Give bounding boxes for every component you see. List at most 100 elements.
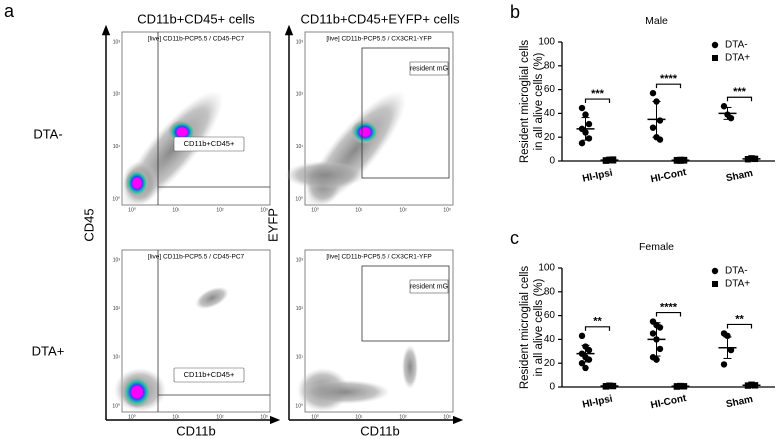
y-tick-label: 60	[544, 310, 556, 321]
point	[649, 89, 657, 97]
point	[649, 124, 657, 131]
point	[578, 139, 586, 147]
y-tick-label: 10⁰	[295, 196, 303, 202]
column-title: CD11b+CD45+ cells	[137, 11, 255, 26]
point	[656, 345, 664, 353]
plot-header: [live] CD11b-PCP5.5 / CD45-PC7	[148, 254, 245, 261]
gate-label-box	[409, 61, 449, 76]
y-tick-label: 20	[544, 358, 556, 369]
gate-label-box	[173, 367, 245, 383]
flow-plot: [live] CD11b-PCP5.5 / CD45-PC7 10⁰ 10⁰ 10¹ 1…	[112, 249, 271, 420]
y-tick-label: 10³	[113, 39, 121, 45]
y-tick-label: 10¹	[296, 355, 304, 361]
x-tick-label: 10⁰	[311, 207, 319, 213]
point	[656, 324, 664, 331]
significance-stars: ****	[660, 73, 678, 85]
significance-bracket	[584, 98, 611, 104]
y-axis-label: Resident microglial cells	[519, 266, 531, 390]
y-tick-label: 60	[544, 84, 556, 95]
point	[720, 361, 728, 368]
chart-title: Female	[639, 241, 674, 253]
x-tick-label: 10³	[443, 414, 451, 420]
significance-bracket	[726, 96, 753, 102]
axis-label: CD45	[81, 208, 96, 241]
x-tick-label: 10²	[216, 414, 224, 420]
y-tick-label: 0	[549, 382, 555, 393]
y-tick-label: 20	[544, 132, 556, 143]
axis-label: EYFP	[265, 208, 280, 242]
gate	[361, 47, 450, 179]
y-tick-label: 100	[538, 37, 555, 48]
y-tick-label: 80	[544, 60, 556, 71]
point	[656, 136, 664, 143]
y-tick-label: 10¹	[113, 144, 121, 150]
x-tick-label: 10²	[216, 207, 224, 213]
flow-plot: [live] CD11b-PCP5.5 / CX3CR1-YFP 10⁰ 10⁰ 10…	[285, 31, 454, 213]
legend-marker	[712, 55, 718, 61]
flow-plot: [live] CD11b-PCP5.5 / CX3CR1-YFP 10⁰ 10⁰ 10…	[295, 249, 454, 420]
y-tick-label: 10²	[296, 306, 304, 312]
x-tick-label: 10¹	[172, 207, 180, 213]
point	[653, 356, 660, 363]
point	[720, 103, 728, 110]
density	[402, 345, 418, 389]
density	[285, 161, 365, 189]
column-title: CD11b+CD45+EYFP+ cells	[300, 11, 460, 26]
legend-label: DTA-	[725, 266, 748, 277]
gate-label: resident mG	[410, 283, 448, 290]
significance-bracket	[655, 83, 682, 89]
legend-marker	[712, 281, 718, 287]
x-tick-label: Sham	[725, 394, 754, 410]
plot-header: [live] CD11b-PCP5.5 / CX3CR1-YFP	[326, 254, 431, 261]
point	[656, 117, 664, 124]
gate	[361, 265, 450, 342]
legend-marker	[711, 41, 719, 49]
chart-title: Male	[645, 15, 668, 27]
x-tick-label: 10⁰	[311, 414, 319, 420]
y-tick-label: 40	[544, 334, 556, 345]
x-tick-label: 10¹	[355, 414, 363, 420]
y-tick-label: 80	[544, 286, 556, 297]
x-tick-label: 10³	[260, 207, 268, 213]
panel-label: c	[510, 228, 519, 248]
x-tick-label: 10⁰	[128, 414, 136, 420]
y-axis-label: in all alive cells (%)	[533, 278, 545, 376]
x-tick-label: 10²	[399, 414, 407, 420]
y-tick-label: 10¹	[296, 144, 304, 150]
point	[649, 330, 657, 337]
y-tick-label: 40	[544, 108, 556, 119]
point	[578, 332, 586, 340]
legend-label: DTA+	[725, 279, 750, 290]
y-tick-label: 10⁰	[295, 403, 303, 409]
point	[585, 346, 593, 354]
x-tick-label: 10⁰	[128, 207, 136, 213]
legend-label: DTA-	[725, 40, 748, 51]
significance-stars: ****	[660, 301, 678, 313]
x-tick-label: 10¹	[355, 207, 363, 213]
axis-label: CD11b	[176, 423, 216, 438]
x-tick-label: 10³	[443, 207, 451, 213]
y-tick-label: 0	[549, 156, 555, 167]
y-tick-label: 10⁰	[112, 196, 120, 202]
gate-label: resident mG	[410, 65, 448, 72]
significance-bracket	[726, 323, 753, 329]
y-tick-label: 10²	[113, 306, 121, 312]
density	[195, 286, 229, 310]
y-tick-label: 10³	[296, 257, 304, 263]
plot-header: [live] CD11b-PCP5.5 / CD45-PC7	[148, 36, 245, 43]
gate-label-box	[409, 279, 449, 294]
density	[300, 380, 390, 404]
y-tick-label: 100	[538, 263, 555, 274]
flow-plot: [live] CD11b-PCP5.5 / CD45-PC7 10⁰ 10⁰ 10¹ 1…	[112, 31, 271, 213]
point	[585, 356, 593, 363]
y-axis-label: Resident microglial cells	[519, 40, 531, 164]
x-tick-label: HI-Cont	[650, 393, 688, 411]
row-label: DTA-	[33, 126, 62, 141]
point	[585, 120, 593, 128]
axis-label: CD11b	[360, 423, 400, 438]
y-tick-label: 10¹	[113, 355, 121, 361]
x-tick-label: HI-Cont	[650, 167, 688, 185]
gate-label: CD11b+CD45+	[184, 139, 235, 148]
point	[578, 104, 586, 112]
y-tick-label: 10³	[113, 257, 121, 263]
